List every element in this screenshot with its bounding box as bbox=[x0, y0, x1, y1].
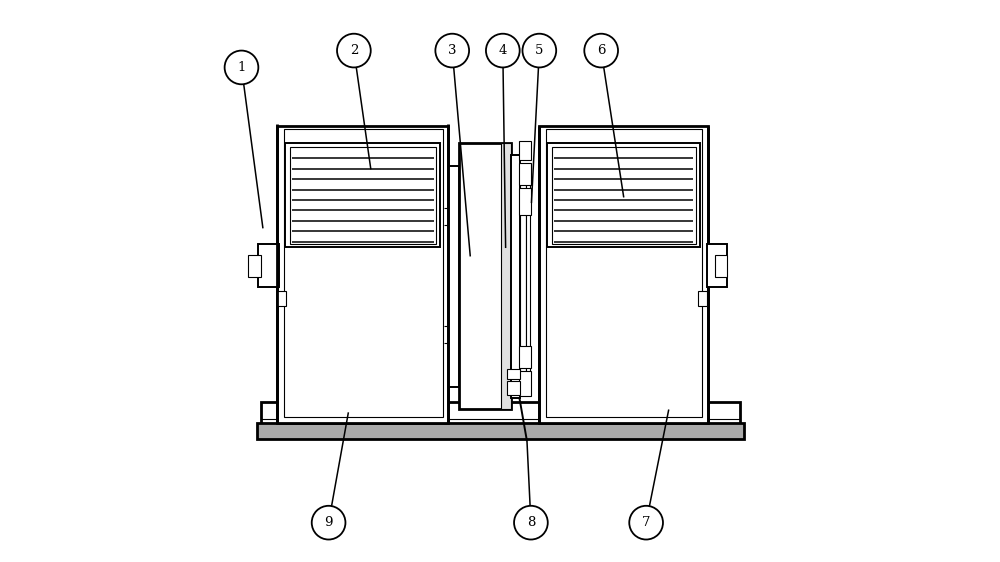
Circle shape bbox=[225, 51, 258, 84]
Bar bbox=[519, 140, 531, 160]
Bar bbox=[526, 177, 530, 375]
Bar bbox=[277, 126, 448, 423]
Bar bbox=[285, 143, 440, 247]
Circle shape bbox=[337, 34, 371, 67]
Circle shape bbox=[486, 34, 520, 67]
Bar bbox=[284, 129, 443, 417]
Bar bbox=[248, 255, 261, 277]
Text: 7: 7 bbox=[642, 516, 650, 529]
Bar bbox=[519, 188, 531, 215]
Circle shape bbox=[312, 506, 345, 540]
Bar bbox=[459, 143, 511, 409]
Bar bbox=[715, 255, 727, 277]
Circle shape bbox=[584, 34, 618, 67]
Bar bbox=[511, 155, 520, 398]
Circle shape bbox=[514, 506, 548, 540]
Bar bbox=[277, 291, 286, 306]
Bar bbox=[257, 423, 744, 439]
Text: 8: 8 bbox=[527, 516, 535, 529]
Bar bbox=[261, 402, 740, 424]
Text: 1: 1 bbox=[237, 61, 246, 74]
Text: 6: 6 bbox=[597, 44, 605, 57]
Bar bbox=[707, 244, 727, 287]
Bar bbox=[552, 147, 696, 244]
Bar bbox=[519, 346, 531, 368]
Bar bbox=[507, 369, 520, 379]
Text: 3: 3 bbox=[448, 44, 456, 57]
Circle shape bbox=[522, 34, 556, 67]
Circle shape bbox=[629, 506, 663, 540]
Text: 4: 4 bbox=[499, 44, 507, 57]
Text: 5: 5 bbox=[535, 44, 544, 57]
Circle shape bbox=[435, 34, 469, 67]
Bar bbox=[539, 126, 708, 423]
Bar bbox=[258, 244, 279, 287]
Bar bbox=[501, 143, 511, 409]
Bar bbox=[547, 143, 700, 247]
Bar bbox=[507, 381, 520, 395]
Bar bbox=[546, 129, 702, 417]
Bar bbox=[519, 371, 531, 396]
Bar bbox=[698, 291, 707, 306]
Bar bbox=[277, 282, 278, 288]
Bar bbox=[449, 166, 459, 387]
Text: 9: 9 bbox=[324, 516, 333, 529]
Bar bbox=[520, 166, 526, 387]
Bar bbox=[519, 163, 531, 185]
Bar bbox=[290, 147, 436, 244]
Text: 2: 2 bbox=[350, 44, 358, 57]
